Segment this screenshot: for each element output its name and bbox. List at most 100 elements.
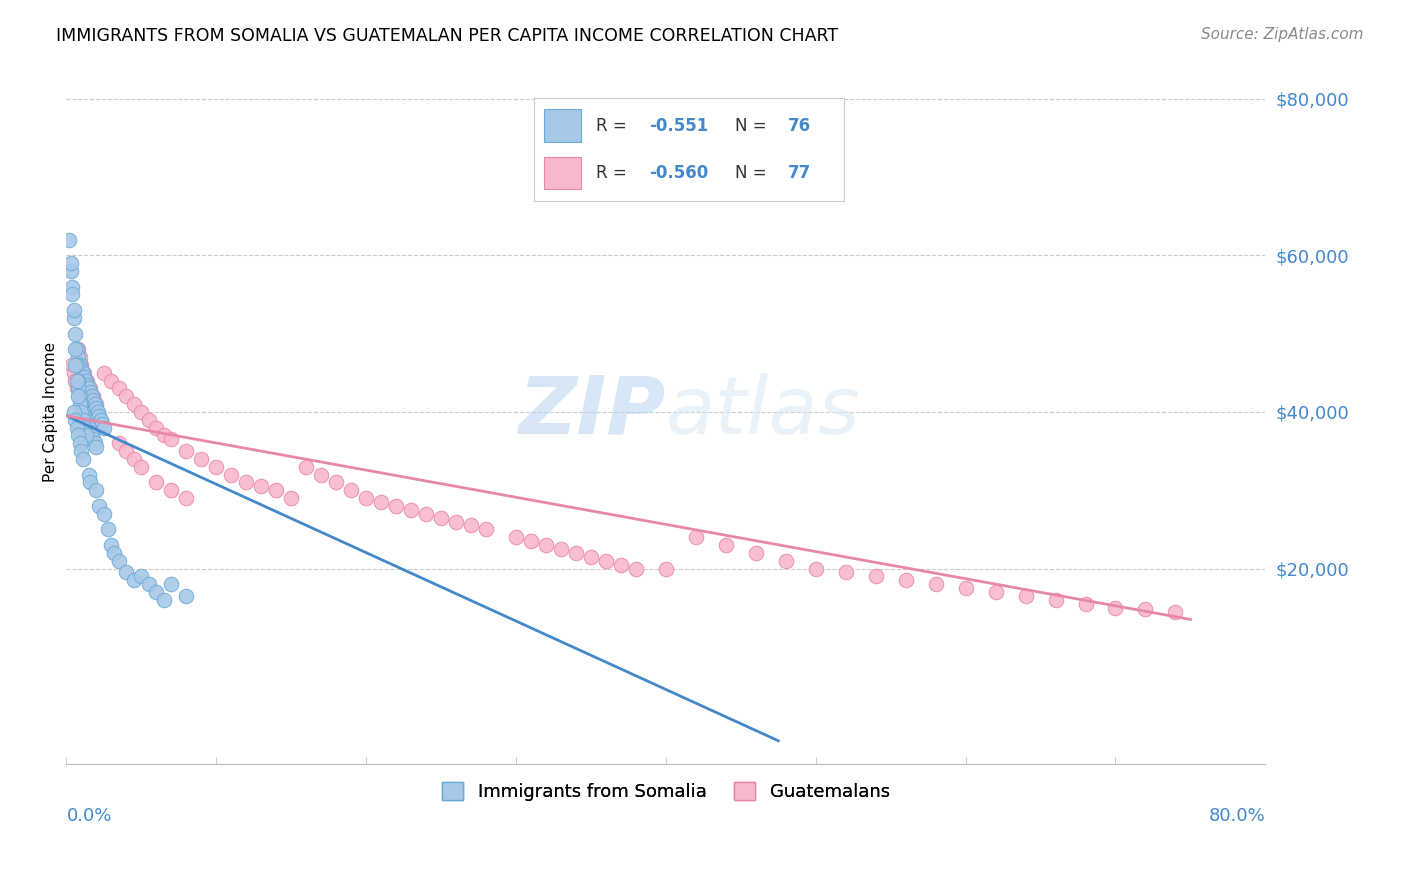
- Point: [550, 541, 572, 556]
- Point: [69, 358, 91, 372]
- Point: [65, 343, 87, 357]
- Point: [72, 451, 94, 466]
- Text: ZIP: ZIP: [519, 373, 666, 451]
- Point: [835, 566, 858, 580]
- Point: [354, 491, 377, 505]
- Point: [444, 515, 467, 529]
- Point: [62, 287, 84, 301]
- Text: 0.0%: 0.0%: [66, 806, 112, 824]
- Point: [67, 343, 90, 357]
- Legend: Immigrants from Somalia, Guatemalans: Immigrants from Somalia, Guatemalans: [434, 774, 897, 808]
- Point: [221, 467, 243, 482]
- Point: [430, 510, 453, 524]
- Point: [90, 413, 112, 427]
- Point: [66, 420, 89, 434]
- Point: [77, 381, 100, 395]
- Point: [865, 569, 887, 583]
- Point: [1074, 597, 1097, 611]
- Point: [67, 381, 90, 395]
- Point: [62, 279, 84, 293]
- Point: [84, 436, 107, 450]
- Point: [72, 366, 94, 380]
- Point: [63, 405, 86, 419]
- Point: [138, 577, 160, 591]
- Point: [70, 405, 93, 419]
- Point: [100, 538, 122, 552]
- Point: [67, 428, 90, 442]
- Point: [714, 538, 737, 552]
- Point: [415, 507, 437, 521]
- Point: [86, 440, 108, 454]
- Text: 80.0%: 80.0%: [1209, 806, 1265, 824]
- Point: [1164, 605, 1187, 619]
- Bar: [544, 110, 581, 142]
- Point: [955, 581, 977, 595]
- Text: R =: R =: [596, 117, 633, 135]
- Point: [86, 397, 108, 411]
- Point: [79, 425, 101, 439]
- Point: [79, 475, 101, 490]
- Point: [370, 495, 392, 509]
- Point: [73, 420, 96, 434]
- Point: [70, 358, 93, 372]
- Point: [91, 417, 114, 431]
- Point: [76, 374, 98, 388]
- Point: [131, 459, 153, 474]
- Point: [1135, 602, 1157, 616]
- Point: [93, 420, 115, 434]
- Point: [122, 574, 145, 588]
- Point: [73, 409, 96, 423]
- Point: [624, 561, 647, 575]
- Point: [93, 507, 115, 521]
- Point: [565, 546, 588, 560]
- Point: [66, 343, 89, 357]
- Point: [235, 475, 257, 490]
- Point: [58, 233, 80, 247]
- Point: [115, 566, 138, 580]
- Point: [115, 444, 138, 458]
- Point: [93, 366, 115, 380]
- Point: [87, 405, 110, 419]
- Point: [70, 444, 93, 458]
- Point: [67, 374, 90, 388]
- Point: [63, 303, 86, 318]
- Point: [65, 374, 87, 388]
- Point: [153, 428, 176, 442]
- Point: [80, 428, 103, 442]
- Point: [108, 554, 131, 568]
- Point: [67, 350, 90, 364]
- Point: [70, 362, 93, 376]
- Point: [59, 264, 82, 278]
- Point: [72, 405, 94, 419]
- Point: [894, 574, 917, 588]
- Point: [475, 522, 498, 536]
- Text: -0.551: -0.551: [648, 117, 709, 135]
- Point: [75, 428, 97, 442]
- Point: [84, 397, 107, 411]
- Point: [250, 479, 273, 493]
- Point: [295, 459, 318, 474]
- Point: [108, 436, 131, 450]
- Point: [340, 483, 363, 498]
- Point: [67, 389, 90, 403]
- Point: [160, 433, 183, 447]
- Point: [460, 518, 482, 533]
- Point: [264, 483, 287, 498]
- Point: [62, 358, 84, 372]
- Point: [520, 534, 543, 549]
- Point: [595, 554, 617, 568]
- Point: [66, 358, 89, 372]
- Point: [66, 374, 89, 388]
- Point: [76, 417, 98, 431]
- Point: [160, 483, 183, 498]
- Point: [77, 420, 100, 434]
- Text: IMMIGRANTS FROM SOMALIA VS GUATEMALAN PER CAPITA INCOME CORRELATION CHART: IMMIGRANTS FROM SOMALIA VS GUATEMALAN PE…: [56, 27, 838, 45]
- Point: [160, 577, 183, 591]
- Point: [76, 377, 98, 392]
- Point: [775, 554, 797, 568]
- Point: [685, 530, 707, 544]
- Point: [280, 491, 302, 505]
- Point: [69, 389, 91, 403]
- Point: [89, 409, 111, 423]
- Point: [534, 538, 557, 552]
